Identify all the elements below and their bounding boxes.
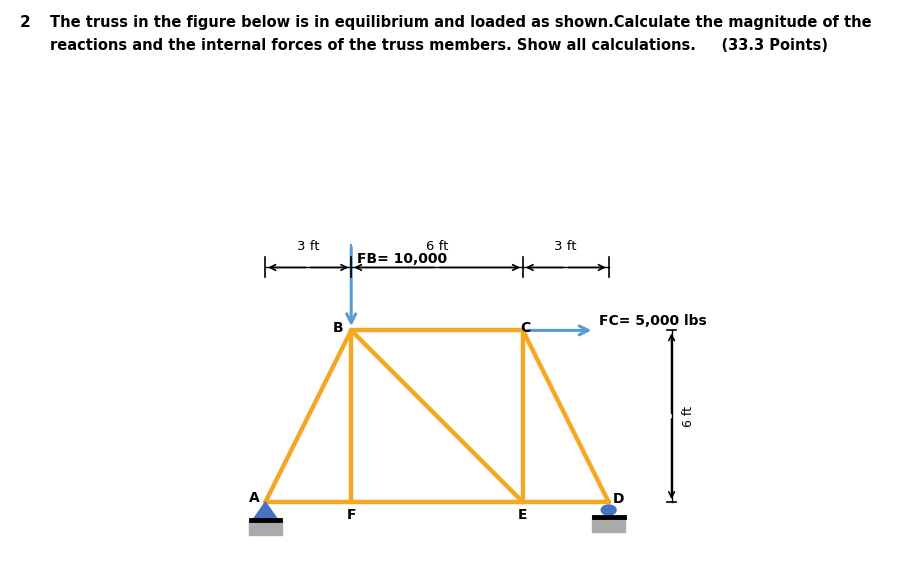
Text: A: A: [248, 491, 259, 505]
Text: B: B: [333, 320, 343, 335]
Text: 2: 2: [20, 15, 31, 30]
Text: 3 ft: 3 ft: [554, 240, 577, 253]
Text: FC= 5,000 lbs: FC= 5,000 lbs: [599, 313, 707, 328]
Ellipse shape: [602, 505, 616, 515]
Polygon shape: [249, 520, 282, 535]
Text: reactions and the internal forces of the truss members. Show all calculations.  : reactions and the internal forces of the…: [50, 38, 828, 54]
Text: F: F: [346, 508, 356, 522]
Text: E: E: [518, 508, 528, 522]
Polygon shape: [254, 502, 278, 519]
Text: FB= 10,000: FB= 10,000: [357, 252, 447, 266]
Text: D: D: [613, 492, 624, 506]
Text: 3 ft: 3 ft: [297, 240, 320, 253]
Text: C: C: [520, 320, 530, 335]
Polygon shape: [592, 517, 625, 532]
Text: The truss in the figure below is in equilibrium and loaded as shown.Calculate th: The truss in the figure below is in equi…: [50, 15, 872, 30]
Text: 6 ft: 6 ft: [425, 240, 448, 253]
Text: 6 ft: 6 ft: [682, 406, 696, 427]
